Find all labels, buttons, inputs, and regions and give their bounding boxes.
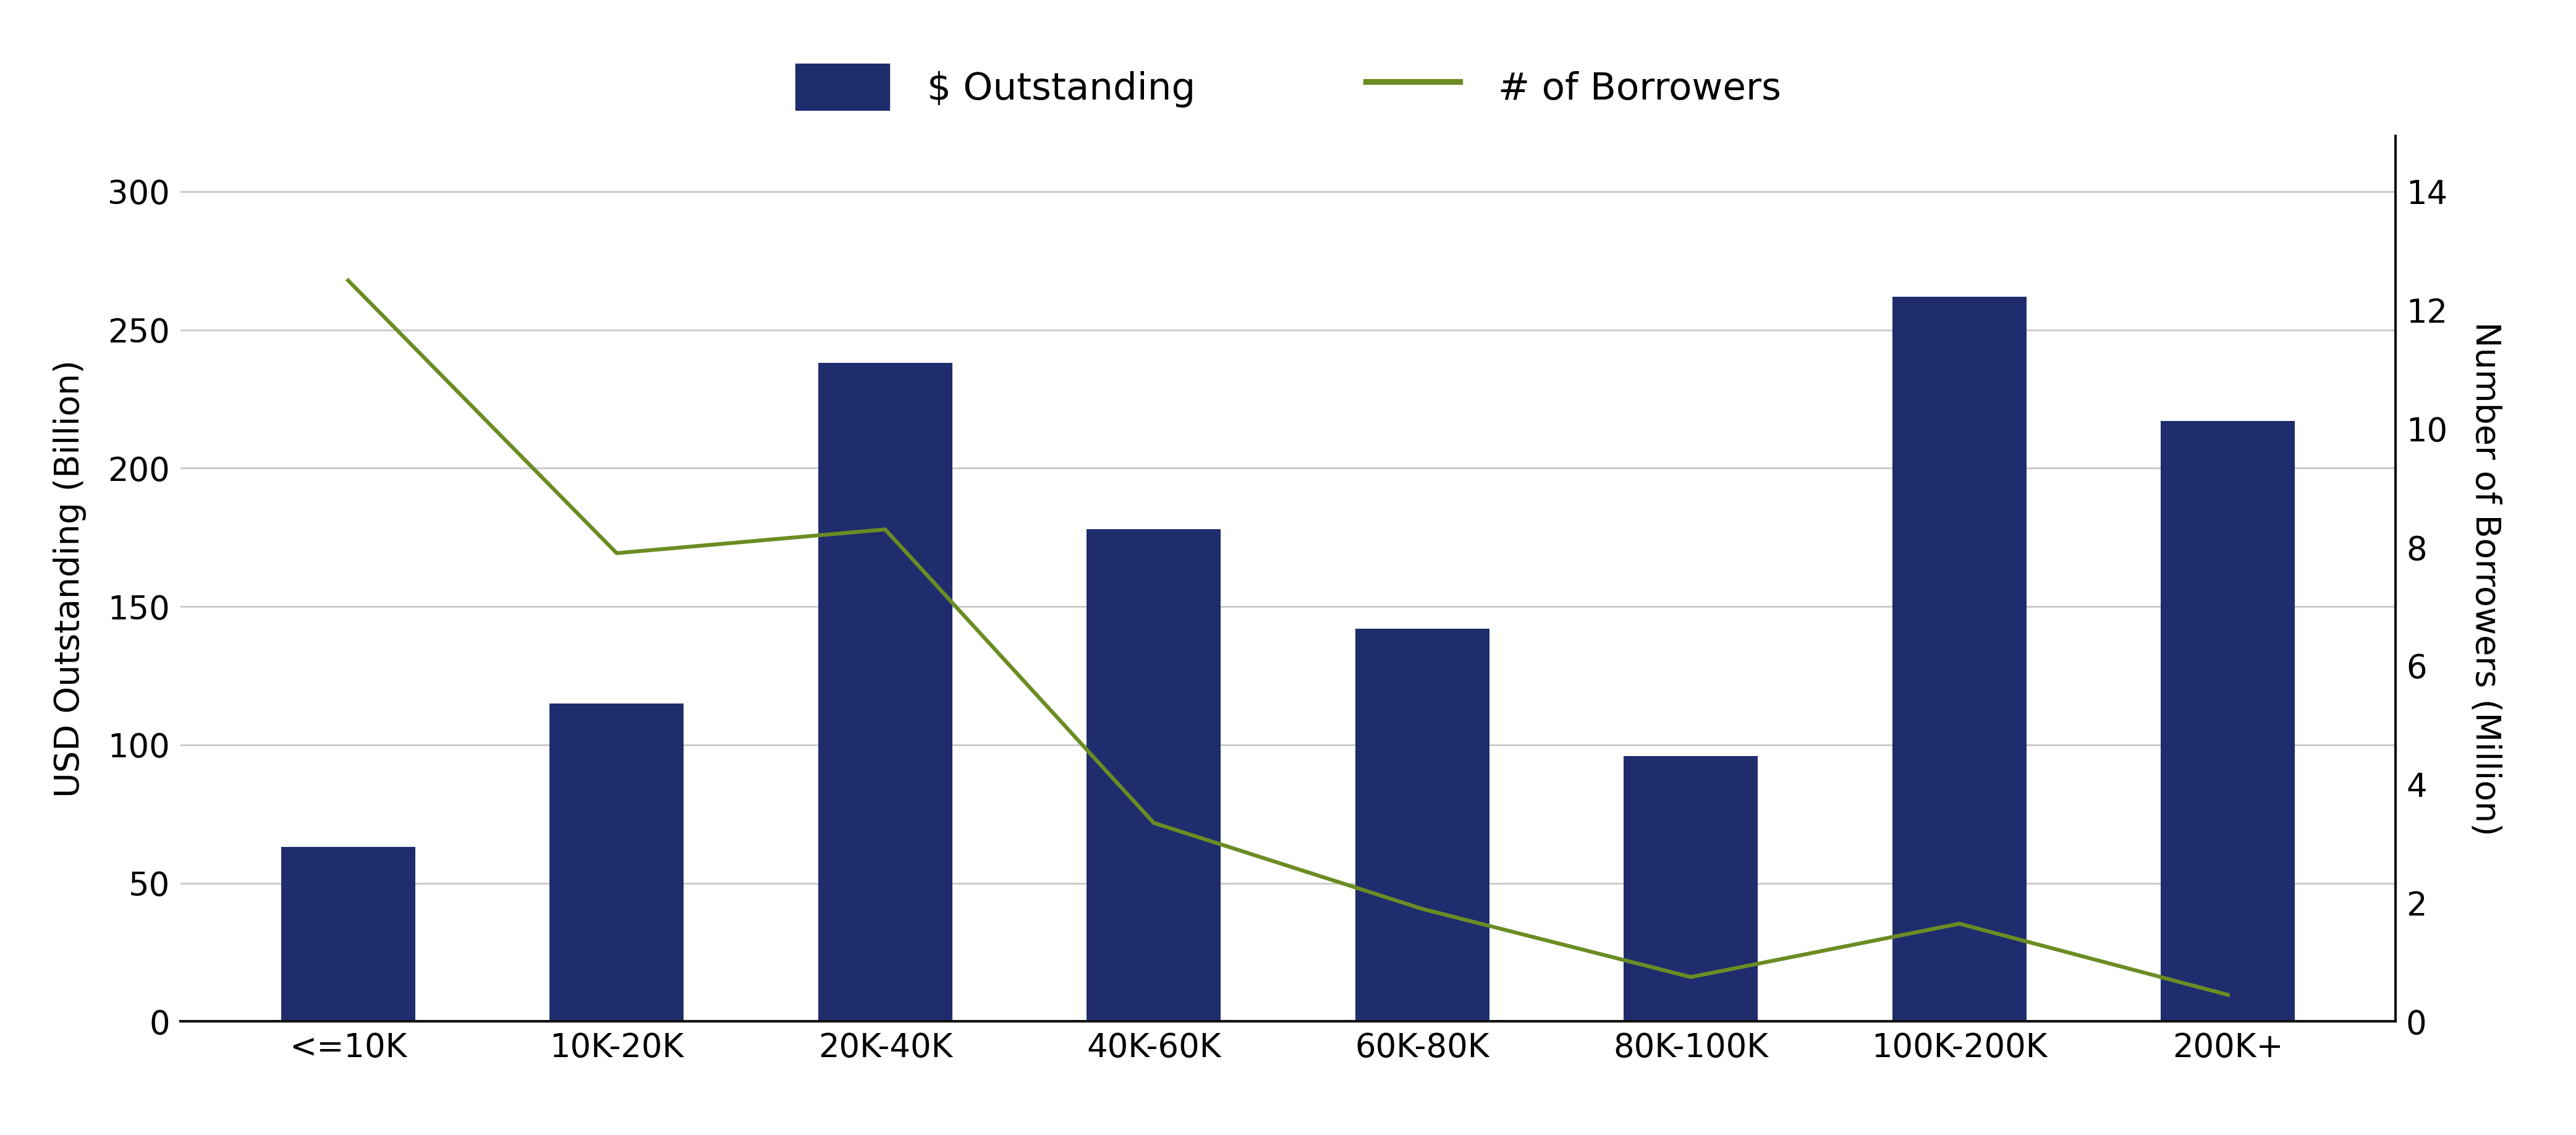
Legend: $ Outstanding, # of Borrowers: $ Outstanding, # of Borrowers (781, 49, 1795, 125)
Bar (1623, 756, 1757, 1022)
Y-axis label: Number of Borrowers (Million): Number of Borrowers (Million) (2468, 321, 2501, 836)
Bar (549, 704, 683, 1022)
Y-axis label: USD Outstanding (Billion): USD Outstanding (Billion) (54, 360, 85, 798)
Bar (1893, 296, 2027, 1022)
Bar (2161, 421, 2295, 1022)
Bar (1355, 629, 1489, 1022)
Bar (281, 847, 415, 1022)
Bar (1087, 529, 1221, 1022)
Bar (819, 363, 953, 1022)
